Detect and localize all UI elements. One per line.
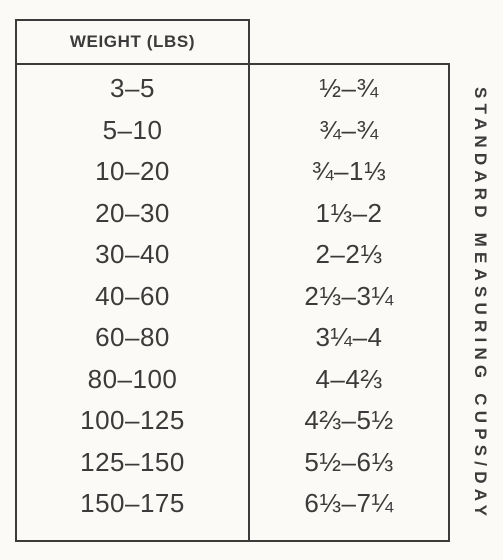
weight-column-header: WEIGHT (LBS) (15, 19, 250, 63)
weight-cell: 80–100 (87, 363, 178, 394)
cups-cell: 6⅓–7¼ (304, 488, 394, 519)
cups-cell: 5½–6⅓ (304, 446, 394, 477)
weight-cell: 100–125 (80, 405, 185, 436)
cups-cell: 1⅓–2 (315, 197, 383, 228)
weight-cell: 40–60 (95, 280, 170, 311)
cups-cell: ¾–¾ (319, 114, 379, 145)
weight-cell: 60–80 (95, 322, 170, 353)
cups-cell: 4–4⅔ (315, 363, 383, 394)
cups-cell: ¾–1⅓ (311, 156, 387, 187)
weight-column: 3–5 5–10 10–20 20–30 30–40 40–60 60–80 8… (17, 68, 248, 525)
weight-cell: 5–10 (102, 114, 163, 145)
weight-cell: 30–40 (95, 239, 170, 270)
cups-cell: 2⅓–3¼ (304, 280, 394, 311)
cups-cell: ½–¾ (319, 73, 379, 104)
cups-column: ½–¾ ¾–¾ ¾–1⅓ 1⅓–2 2–2⅓ 2⅓–3¼ 3¼–4 4–4⅔ 4… (250, 68, 448, 525)
weight-cell: 20–30 (95, 197, 170, 228)
weight-cell: 10–20 (95, 156, 170, 187)
weight-cell: 3–5 (110, 73, 155, 104)
cups-column-side-label: STANDARD MEASURING CUPS/DAY (471, 86, 490, 522)
feeding-table (15, 63, 450, 542)
column-divider (248, 63, 250, 542)
cups-cell: 3¼–4 (315, 322, 383, 353)
cups-cell: 4⅔–5½ (304, 405, 394, 436)
weight-cell: 125–150 (80, 446, 185, 477)
weight-cell: 150–175 (80, 488, 185, 519)
cups-cell: 2–2⅓ (315, 239, 383, 270)
